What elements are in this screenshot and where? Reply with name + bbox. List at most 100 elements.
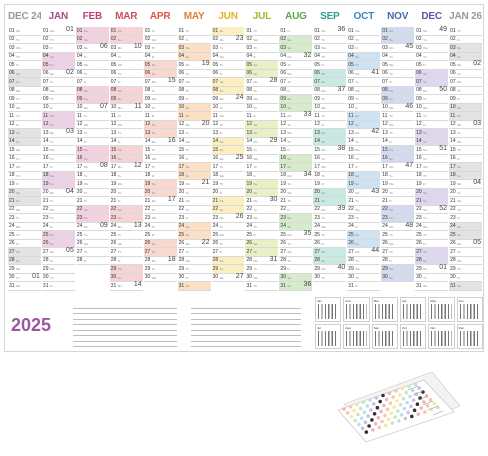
day-number: 24 bbox=[212, 223, 219, 229]
weekday-abbr: Tu bbox=[423, 97, 427, 101]
day-cell: 22 Tu bbox=[143, 206, 177, 214]
day-cell: 17 Fr bbox=[41, 163, 75, 172]
day-cell: 30 Tu bbox=[415, 274, 449, 282]
day-number: 31 bbox=[110, 282, 117, 289]
week-number: 15 bbox=[167, 77, 176, 84]
planner-line bbox=[422, 400, 434, 406]
day-cell: 28 Fr bbox=[381, 257, 415, 265]
day-cell: 13 Th bbox=[381, 129, 415, 138]
day-number: 09 bbox=[9, 95, 15, 102]
day-cell: 09 Tu bbox=[313, 95, 347, 104]
day-number: 30 bbox=[178, 274, 185, 280]
day-cell: 07 Mo 28 bbox=[245, 77, 279, 87]
day-number: 02 bbox=[348, 36, 354, 42]
day-cell: 06 We bbox=[279, 70, 313, 78]
weekday-abbr: Su bbox=[219, 148, 224, 152]
weekday-abbr: Sa bbox=[185, 284, 190, 288]
weekday-abbr: Tu bbox=[83, 114, 88, 118]
day-number: 05 bbox=[450, 61, 456, 68]
day-number: 24 bbox=[348, 223, 354, 229]
day-number: 19 bbox=[280, 180, 286, 187]
day-cell: 06 Mo 02 bbox=[41, 69, 75, 78]
day-cell: 04 Tu bbox=[109, 53, 143, 61]
day-number: 21 bbox=[382, 197, 388, 204]
day-number: 02 bbox=[246, 36, 253, 42]
weekday-abbr: Sa bbox=[287, 216, 292, 220]
month-column: AUG 01 Fr 02 Sa 03 Su 04 Mo 32 05 Tu 06 We 07 Th 08 Fr 09 S… bbox=[279, 7, 313, 293]
weekday-abbr: Mo bbox=[321, 148, 326, 152]
week-number: 01 bbox=[32, 272, 40, 280]
weekday-abbr: Tu bbox=[83, 54, 88, 59]
weekday-abbr: Fr bbox=[321, 182, 325, 186]
weekday-abbr: Mo bbox=[287, 54, 292, 59]
weekday-abbr: We bbox=[185, 199, 191, 203]
day-cell: 31 We bbox=[415, 282, 449, 291]
day-number: 15 bbox=[416, 146, 422, 153]
weekday-abbr: Fr bbox=[355, 46, 359, 50]
day-cell: 30 We bbox=[245, 274, 279, 282]
day-number: 20 bbox=[314, 189, 320, 195]
weekday-abbr: Mo bbox=[355, 131, 360, 135]
week-number: 02 bbox=[473, 60, 481, 67]
weekday-abbr: Th bbox=[16, 114, 20, 118]
sticker-dot bbox=[345, 411, 350, 415]
day-number: 24 bbox=[110, 223, 117, 229]
weekday-abbr: Fr bbox=[185, 275, 189, 280]
day-cell: 27 Tu bbox=[177, 248, 211, 257]
day-number: 12 bbox=[416, 121, 422, 127]
day-cell: 27 Th bbox=[109, 248, 143, 257]
week-number: 04 bbox=[66, 187, 74, 195]
day-number: 04 bbox=[178, 53, 185, 59]
day-number: 07 bbox=[348, 78, 354, 85]
day-number: 07 bbox=[76, 78, 83, 85]
day-cell: 02 We bbox=[245, 36, 279, 44]
day-number: 25 bbox=[110, 231, 117, 238]
day-cell: 26 Sa bbox=[143, 239, 177, 248]
weekday-abbr: Su bbox=[457, 173, 461, 178]
day-number: 05 bbox=[144, 61, 151, 68]
day-number: 07 bbox=[212, 78, 219, 85]
day-cell: 07 Su bbox=[415, 78, 449, 87]
day-cell: 19 Fr bbox=[8, 180, 41, 189]
day-cell: 15 Th bbox=[449, 146, 482, 155]
mini-calendar: Jan bbox=[315, 297, 342, 322]
weekday-abbr: Sa bbox=[151, 63, 156, 67]
day-number: 27 bbox=[178, 248, 185, 255]
weekday-abbr: Fr bbox=[16, 122, 19, 127]
weekday-abbr: Tu bbox=[253, 207, 257, 212]
day-number: 26 bbox=[9, 240, 15, 246]
day-number: 04 bbox=[212, 53, 219, 59]
sticker-dot bbox=[390, 421, 395, 425]
day-number: 08 bbox=[9, 87, 15, 93]
month-column: SEP 01 Mo 36 02 Tu 03 We 04 Th 05 Fr 06 Sa 07 Su 08 Mo 37 0… bbox=[313, 7, 347, 293]
day-cell: 29 We bbox=[347, 265, 381, 274]
sticker-dot bbox=[342, 407, 346, 411]
month-header: APR bbox=[149, 11, 171, 22]
weekday-abbr: Sa bbox=[287, 37, 292, 42]
day-cell: 01 Sa bbox=[381, 27, 415, 36]
day-number: 28 bbox=[382, 257, 388, 263]
day-number: 03 bbox=[246, 44, 253, 51]
day-number: 06 bbox=[110, 70, 117, 76]
day-number: 11 bbox=[144, 112, 150, 119]
day-number: 26 bbox=[416, 240, 422, 246]
weekday-abbr: We bbox=[423, 165, 428, 169]
mini-calendar: Dec bbox=[456, 324, 483, 349]
day-cell: 26 Su bbox=[347, 239, 381, 248]
day-number: 18 bbox=[382, 172, 388, 178]
weekday-abbr: We bbox=[16, 46, 21, 50]
sticker-dot bbox=[384, 423, 388, 428]
day-cell: 30 Tu bbox=[313, 274, 347, 282]
weekday-abbr: Th bbox=[457, 207, 461, 212]
day-cell: 14 Su bbox=[415, 137, 449, 146]
sticker-dot bbox=[413, 382, 418, 387]
day-cell: 21 Fr bbox=[75, 197, 109, 206]
weekday-abbr: We bbox=[321, 46, 326, 50]
week-number: 26 bbox=[235, 213, 244, 220]
weekday-abbr: We bbox=[185, 258, 191, 263]
day-cell: 20 Th bbox=[381, 189, 415, 197]
weekday-abbr: Fr bbox=[389, 258, 393, 263]
weekday-abbr: Fr bbox=[423, 122, 426, 127]
day-cell: 04 Th bbox=[8, 53, 41, 61]
day-cell: 10 Th bbox=[245, 104, 279, 112]
